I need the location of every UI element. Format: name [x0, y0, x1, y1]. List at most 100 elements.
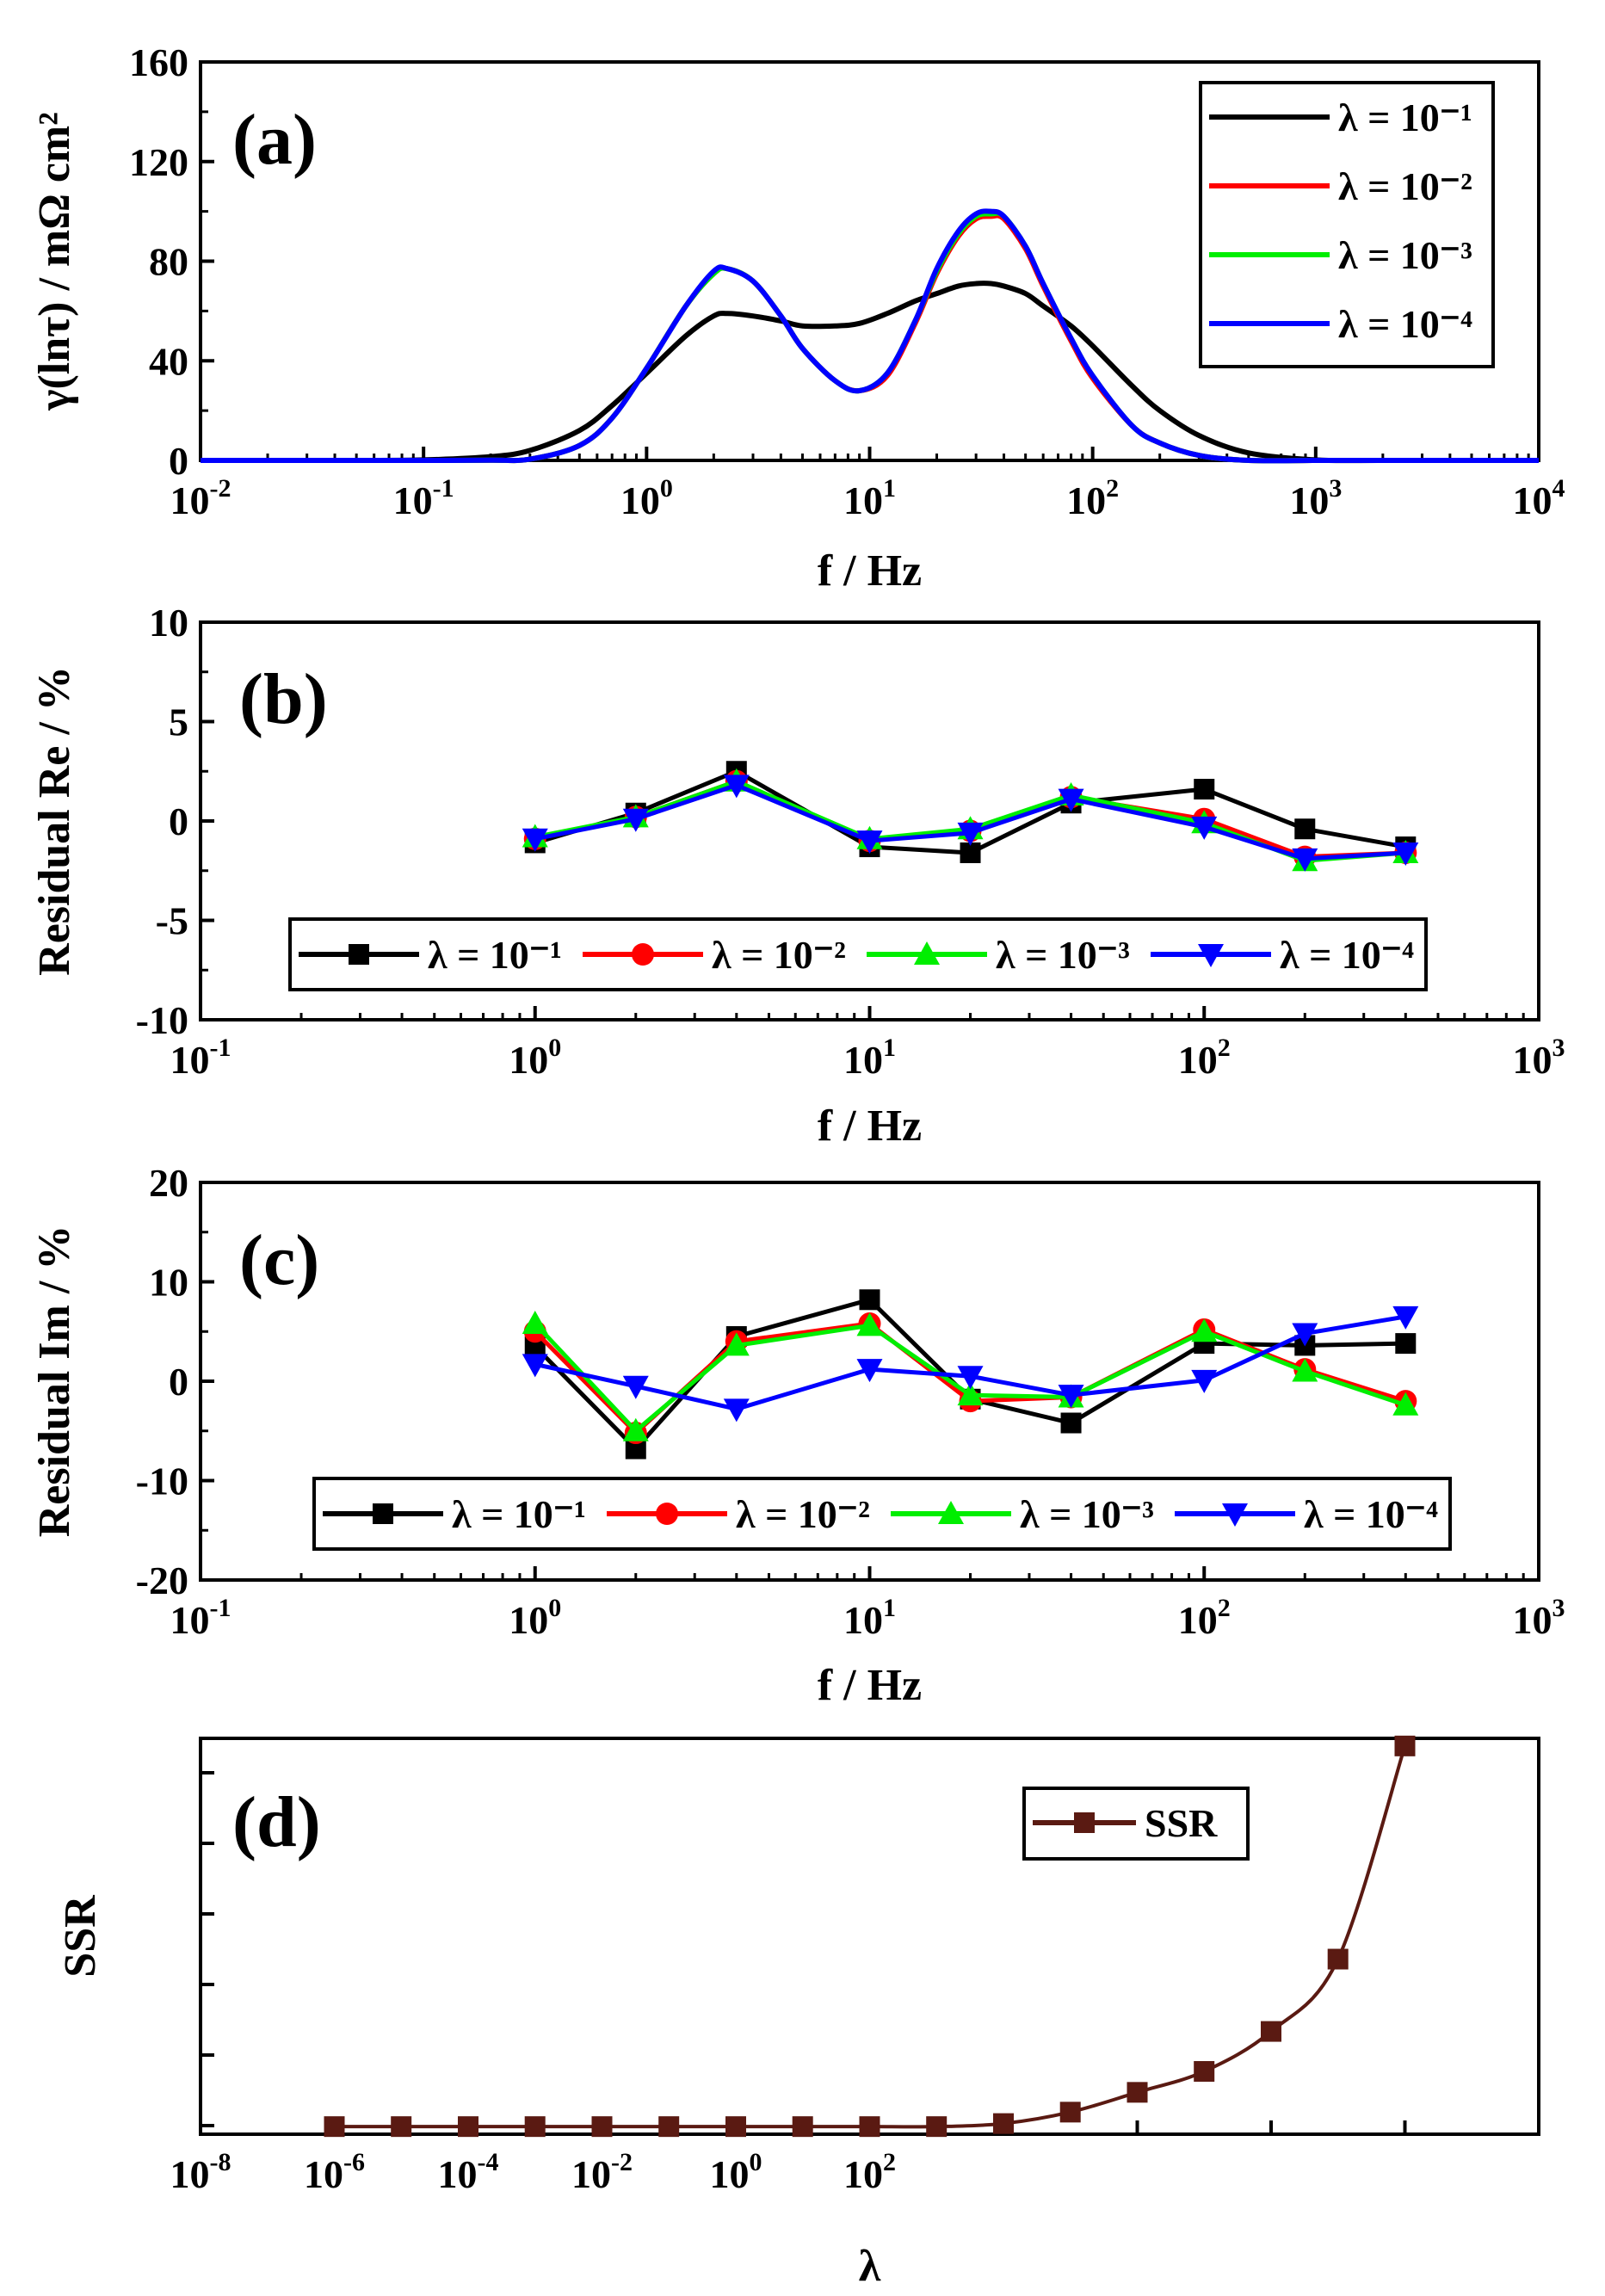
panel-label: (b) [239, 659, 328, 739]
legend-label: λ = 10⁻² [1338, 164, 1472, 208]
data-point [622, 1417, 649, 1441]
legend-marker [1198, 944, 1224, 967]
series-4 [522, 1305, 1419, 1423]
y-axis-title: Residual Re / % [30, 666, 79, 976]
data-point [960, 842, 981, 863]
legend-label: λ = 10⁻⁴ [1304, 1492, 1438, 1536]
x-axis-title: f / Hz [818, 546, 922, 596]
y-tick-label: 80 [149, 240, 188, 284]
series-line [200, 281, 1540, 464]
data-point [1392, 1305, 1419, 1330]
legend-marker [1074, 1812, 1095, 1833]
plot-frame [199, 1737, 1540, 2136]
data-point [957, 1366, 984, 1390]
series-line [201, 208, 1539, 464]
data-point [859, 1289, 880, 1311]
x-tick-label: 101 [843, 1034, 896, 1082]
data-point [723, 775, 750, 799]
y-tick-label: 40 [149, 339, 188, 383]
legend-marker [914, 941, 940, 965]
legend-marker [632, 943, 654, 966]
data-point [723, 1398, 750, 1423]
x-tick-label: 103 [1513, 1594, 1565, 1642]
data-point [1191, 1318, 1218, 1342]
data-point [622, 1375, 649, 1399]
panel-label: (c) [239, 1220, 319, 1300]
data-point [792, 2116, 813, 2138]
data-point [1327, 1948, 1349, 1970]
plot-frame [199, 60, 1540, 462]
legend: λ = 10⁻¹ λ = 10⁻² λ = 10⁻³ λ = 10⁻⁴ [312, 1477, 1452, 1551]
data-point [957, 1382, 984, 1406]
y-tick-label: 0 [169, 1360, 188, 1404]
y-tick-label: 0 [169, 439, 188, 483]
x-tick-label: 102 [1066, 474, 1119, 522]
legend-marker [1222, 1503, 1248, 1527]
y-tick-label: 0 [169, 799, 188, 843]
legend: λ = 10⁻¹ λ = 10⁻² λ = 10⁻³ λ = 10⁻⁴ [288, 917, 1428, 991]
data-point [1060, 1412, 1082, 1434]
y-tick-label: -10 [136, 1460, 188, 1503]
legend: λ = 10⁻¹ λ = 10⁻² λ = 10⁻³ λ = 10⁻⁴ [1199, 81, 1495, 368]
data-point [1292, 1323, 1318, 1347]
panel-label: (a) [232, 100, 317, 180]
x-tick-label: 10-2 [571, 2148, 633, 2196]
data-point [1194, 779, 1215, 800]
series-1 [324, 1735, 1416, 2138]
x-tick-label: 102 [1178, 1034, 1231, 1082]
data-point [522, 1354, 548, 1378]
x-tick-label: 10-6 [304, 2148, 365, 2196]
x-tick-label: 100 [509, 1594, 561, 1642]
data-point [1058, 1385, 1084, 1409]
data-point [324, 2116, 345, 2138]
data-point [1191, 816, 1218, 840]
y-axis-title: SSR [56, 1894, 105, 1978]
x-axis-title: f / Hz [818, 1661, 922, 1710]
y-tick-label: 20 [149, 1161, 188, 1205]
data-point [859, 2116, 880, 2138]
x-tick-label: 100 [620, 474, 673, 522]
y-tick-label: 10 [149, 601, 188, 645]
x-tick-label: 104 [1513, 474, 1565, 522]
data-point [856, 1359, 883, 1383]
plot-frame [199, 1181, 1540, 1582]
legend-label: λ = 10⁻³ [1020, 1492, 1154, 1536]
data-point [725, 2116, 746, 2138]
data-point [1127, 2082, 1148, 2103]
legend-marker [373, 1503, 393, 1524]
series-4 [522, 775, 1419, 872]
legend-label: λ = 10⁻² [736, 1492, 870, 1536]
y-tick-label: 5 [169, 701, 188, 744]
data-point [622, 808, 649, 832]
data-point [1294, 818, 1316, 840]
legend-marker [349, 944, 369, 965]
legend-label: λ = 10⁻⁴ [1338, 302, 1472, 346]
data-point [524, 2116, 546, 2138]
x-tick-label: 10-4 [438, 2148, 499, 2196]
data-point [1191, 1369, 1218, 1393]
y-axis-title: γ(lnτ) / mΩ cm² [30, 112, 79, 411]
x-tick-label: 10-8 [170, 2148, 231, 2196]
x-tick-label: 101 [843, 1594, 896, 1642]
data-point [591, 2116, 613, 2138]
x-tick-label: 10-2 [170, 474, 231, 522]
legend-label: λ = 10⁻³ [996, 933, 1130, 977]
y-tick-label: 10 [149, 1261, 188, 1305]
data-point [957, 822, 984, 846]
data-point [723, 1332, 750, 1356]
chart-panel-2: 10-1 100 101 102 103 -10 -5 0 5 10 (b) f / Hz Residu… [30, 601, 1565, 1151]
panel-label: (d) [232, 1782, 321, 1862]
data-point [458, 2116, 478, 2138]
legend-marker [656, 1503, 678, 1525]
legend: SSR [1022, 1787, 1250, 1861]
x-tick-label: 10-1 [170, 1034, 231, 1082]
data-point [856, 830, 883, 855]
series-4 [201, 208, 1539, 464]
legend-marker [938, 1501, 964, 1524]
series-3 [522, 1311, 1419, 1441]
data-point [1395, 1333, 1417, 1355]
data-point [1194, 2061, 1215, 2083]
data-point [1058, 788, 1084, 812]
x-axis-title: λ [859, 2242, 881, 2291]
